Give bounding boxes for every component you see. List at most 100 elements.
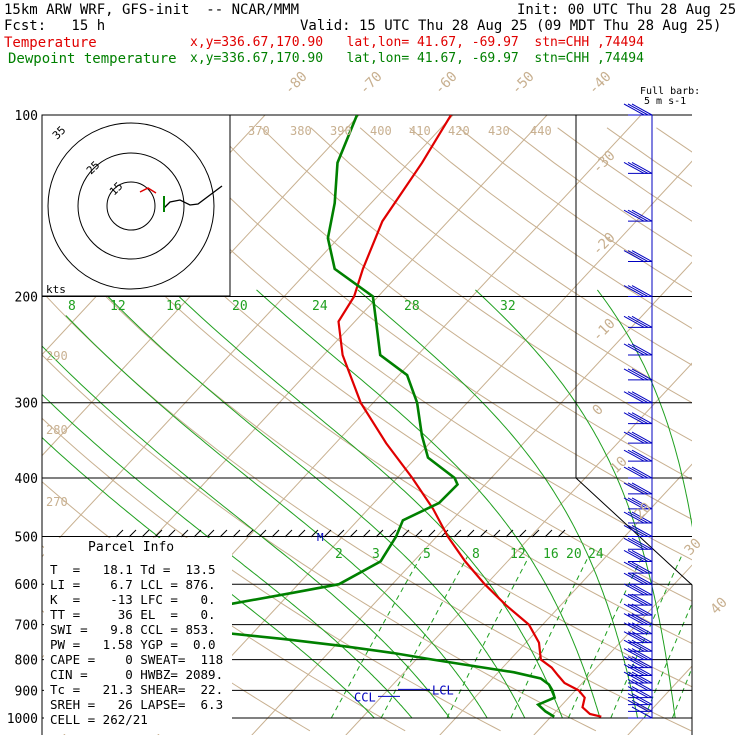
mixing-ratio-label: 16 [543, 547, 559, 562]
moist-adiabat-label: 16 [166, 299, 182, 314]
parcel-info-row: CELL = 262/21 [50, 712, 148, 727]
pressure-tick-label: 300 [15, 397, 38, 412]
dry-adiabat-line [706, 128, 740, 731]
wind-barb-flag [627, 686, 649, 699]
mixing-ratio-label: 3 [372, 547, 380, 562]
theta-label: 270 [46, 495, 68, 509]
wind-barb-flag [631, 639, 653, 652]
mixing-ratio-label: 2 [335, 547, 343, 562]
wind-barb-flag [627, 511, 649, 524]
wind-barb-flag [623, 466, 645, 479]
parcel-info-row: PW = 1.58 YGP = 0.0 [50, 637, 216, 652]
hatch-mark [232, 529, 241, 538]
wind-barb-flag [627, 315, 649, 328]
parcel-info-title: Parcel Info [88, 540, 175, 555]
hatch-mark [180, 529, 189, 538]
isotherm-tick-label: -60 [432, 69, 461, 98]
wind-barb-flag [627, 466, 649, 479]
isotherm-tick-label: 30 [682, 536, 705, 559]
wind-barb-flag [623, 285, 645, 297]
wind-barb-flag [623, 583, 645, 596]
dry-adiabat-line [211, 127, 692, 481]
wind-barb-flag [631, 209, 653, 222]
wind-barb-flag [631, 706, 653, 719]
isotherm-tick-label: -50 [509, 69, 538, 98]
theta-label: 390 [330, 124, 352, 138]
wind-barb-flag [623, 671, 645, 684]
wind-barb-flag [631, 693, 653, 706]
wind-barb-flag [627, 482, 649, 495]
hatch-mark [128, 529, 137, 538]
isotherm-tick-label: -70 [357, 69, 386, 98]
wind-barb-flag [623, 431, 645, 444]
wind-barb-flag [623, 639, 645, 652]
wind-barb-flag [627, 671, 649, 684]
wind-barb-flag [631, 466, 653, 479]
wind-barb-flag [627, 656, 649, 669]
wind-barb-flag [623, 561, 645, 574]
wind-barb-flag [623, 664, 645, 676]
isotherm-line [533, 564, 692, 735]
mixing-ratio-label: 5 [423, 547, 431, 562]
parcel-info-row: SWI = 9.8 CCL = 853. [50, 622, 216, 637]
parcel-info-panel: Parcel Info T = 18.1 Td = 13.5 LI = 6.7 L… [44, 538, 232, 734]
moist-adiabat-line [101, 289, 526, 719]
wind-barb-flag [631, 103, 653, 116]
wind-barb-flag [623, 343, 645, 356]
moist-adiabat-label: 32 [500, 299, 516, 314]
parcel-info-row: Tc = 21.3 SHEAR= 22. [50, 682, 224, 697]
wind-barb-flag [627, 664, 649, 676]
parcel-info-row: CIN = 0 HWBZ= 2089. [50, 667, 224, 682]
hatch-mark [414, 529, 423, 538]
dry-adiabat-line [359, 127, 692, 366]
mixing-ratio-line [567, 556, 643, 719]
theta-label: 380 [290, 124, 312, 138]
hatch-mark [401, 529, 410, 538]
wind-barb-flag [623, 315, 645, 328]
moist-adiabat-line [256, 289, 601, 719]
pressure-tick-label: 500 [15, 530, 38, 545]
isotherm-tick-label: -80 [282, 69, 311, 98]
hatch-mark [258, 529, 267, 538]
moist-adiabat-line [475, 289, 676, 719]
isotherm-tick-label: -40 [586, 69, 615, 98]
mixing-ratio-line [510, 556, 589, 719]
moist-adiabat-line [596, 289, 692, 528]
hatch-mark [453, 529, 462, 538]
wind-barb-flag [627, 550, 649, 562]
temperature-legend: Temperature [4, 35, 97, 51]
wind-barb-flag [627, 449, 649, 462]
dry-adiabat-line [42, 354, 597, 732]
wind-barb-flag [631, 550, 653, 562]
theta-label: 440 [530, 124, 552, 138]
wind-barbs [623, 103, 653, 719]
hatch-mark [115, 529, 124, 538]
isotherm-line [345, 362, 692, 735]
isotherm-line [0, 85, 11, 740]
pressure-tick-label: 900 [15, 684, 38, 699]
hatch-mark [310, 529, 319, 538]
wind-barb-flag [627, 103, 649, 116]
wind-barb-flag [623, 622, 645, 635]
wind-barb-flag [627, 593, 649, 606]
wind-barb-flag [631, 497, 653, 510]
dry-adiabat-line [261, 127, 692, 442]
mixing-ratio-label: 24 [588, 547, 604, 562]
dry-adiabat-line [42, 163, 692, 645]
temperature-profile [337, 115, 602, 718]
wind-barb-flag [631, 482, 653, 495]
hatch-mark [219, 529, 228, 538]
parcel-info-row: LI = 6.7 LCL = 876. [50, 577, 216, 592]
wind-barb-flag [631, 511, 653, 524]
dry-adiabat-line [310, 127, 692, 404]
wind-barb-flag [627, 525, 649, 537]
hodograph-trace-low [139, 187, 157, 194]
wind-barb-flag [631, 593, 653, 606]
forecast-hour: Fcst: 15 h [4, 18, 106, 34]
wind-barb-flag [631, 603, 653, 616]
dewpoint-profile [114, 115, 557, 718]
isotherm-line [694, 85, 740, 740]
wind-barb-flag [627, 343, 649, 356]
ccl-label: CCL [354, 690, 376, 704]
